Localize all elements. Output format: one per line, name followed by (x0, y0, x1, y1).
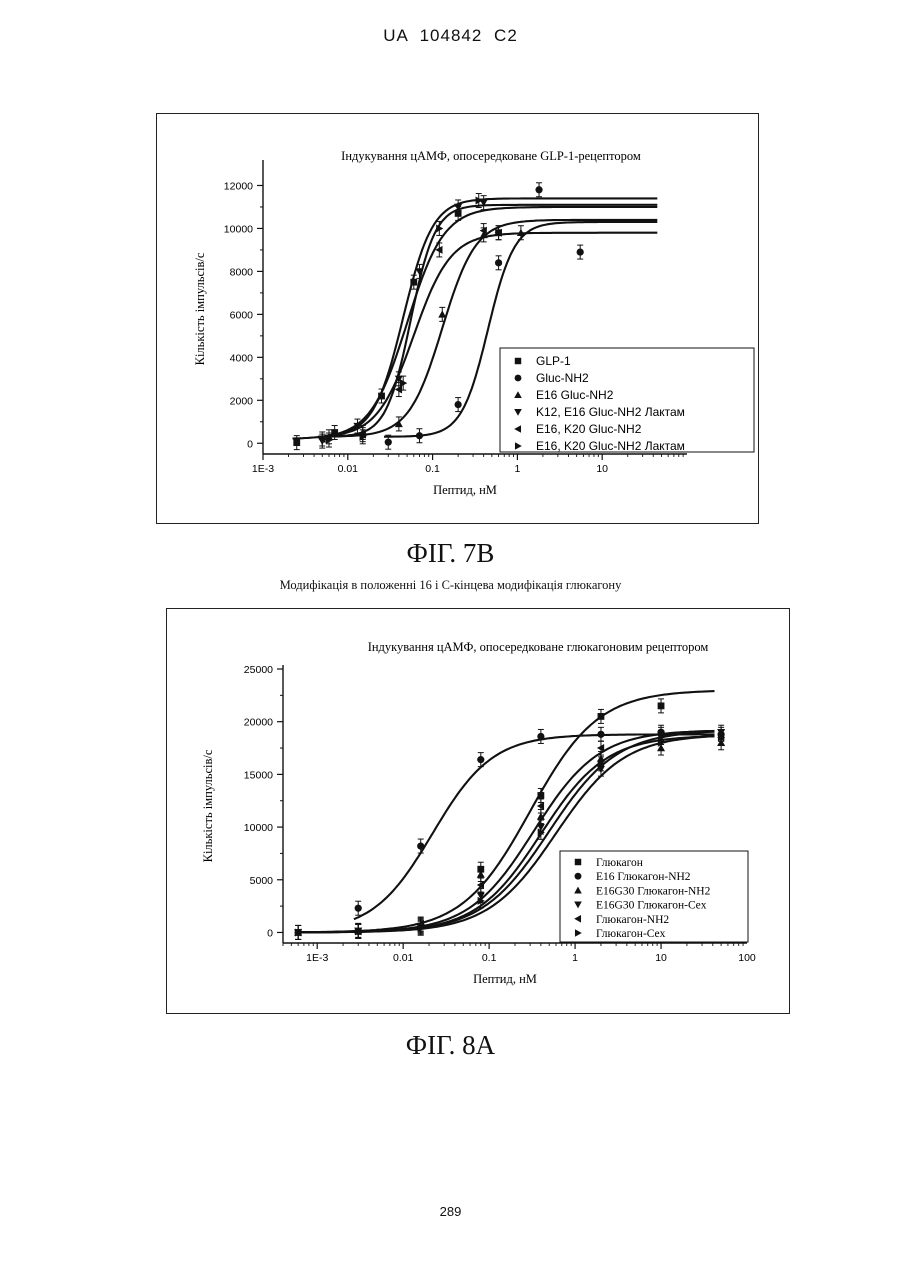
figure-7b-panel: Індукування цАМФ, опосередковане GLP-1-р… (156, 113, 759, 524)
chart-title: Індукування цАМФ, опосередковане глюкаго… (368, 640, 709, 654)
y-tick-label: 5000 (250, 875, 274, 887)
y-tick-label: 8000 (230, 266, 254, 278)
y-tick-label: 10000 (224, 223, 253, 235)
x-tick-label: 1E-3 (252, 463, 274, 475)
figure-8a-caption: ФІГ. 8А (0, 1030, 901, 1061)
x-tick-label: 100 (738, 952, 756, 964)
data-point (577, 248, 584, 255)
page-header: UA 104842 C2 (0, 26, 901, 46)
x-tick-label: 1E-3 (306, 952, 328, 964)
data-point (535, 186, 542, 193)
y-tick-label: 15000 (244, 769, 273, 781)
data-point (410, 279, 417, 286)
legend-entry: E16G30 Глюкагон-Cex (596, 900, 707, 912)
x-axis-label: Пептид, нМ (473, 972, 537, 986)
x-tick-label: 10 (655, 952, 667, 964)
legend-entry: Глюкагон-Cex (596, 928, 666, 940)
data-point (495, 259, 502, 266)
legend-marker (515, 358, 521, 364)
legend-entry: GLP-1 (536, 354, 571, 368)
x-axis-label: Пептид, нМ (433, 483, 497, 497)
figure-8a-heading: Модифікація в положенні 16 і С-кінцева м… (0, 578, 901, 593)
data-point (385, 439, 392, 446)
y-tick-label: 20000 (244, 717, 273, 729)
y-tick-label: 2000 (230, 395, 254, 407)
y-axis-label: Кількість імпульсів/с (193, 252, 207, 365)
data-point (416, 432, 423, 439)
legend-marker (515, 375, 522, 382)
data-point (597, 731, 604, 738)
legend-entry: E16, K20 Gluc-NH2 Лактам (536, 439, 685, 453)
data-point (378, 393, 385, 400)
data-point (537, 792, 544, 799)
figure-8a-panel: Індукування цАМФ, опосередковане глюкаго… (166, 608, 790, 1014)
legend-entry: Gluc-NH2 (536, 371, 589, 385)
data-point (331, 429, 338, 436)
y-tick-label: 6000 (230, 309, 254, 321)
figure-7b-caption: ФІГ. 7В (0, 538, 901, 569)
data-point (537, 733, 544, 740)
data-point (293, 439, 300, 446)
y-tick-label: 0 (267, 927, 273, 939)
legend-entry: E16G30 Глюкагон-NH2 (596, 885, 711, 897)
data-point (455, 401, 462, 408)
figure-8a-chart: Індукування цАМФ, опосередковане глюкаго… (167, 609, 791, 1015)
y-tick-label: 0 (247, 438, 253, 450)
y-tick-label: 12000 (224, 180, 253, 192)
data-point (477, 756, 484, 763)
data-point (598, 713, 605, 720)
y-axis-label: Кількість імпульсів/с (201, 749, 215, 862)
chart-title: Індукування цАМФ, опосередковане GLP-1-р… (341, 149, 641, 163)
y-tick-label: 25000 (244, 664, 273, 676)
data-point (417, 842, 424, 849)
x-tick-label: 0.01 (393, 952, 414, 964)
legend-marker (575, 859, 581, 865)
x-tick-label: 0.01 (338, 463, 359, 475)
legend-entry: Глюкагон (596, 857, 643, 869)
x-tick-label: 0.1 (425, 463, 440, 475)
y-tick-label: 4000 (230, 352, 254, 364)
legend-entry: Глюкагон-NH2 (596, 914, 669, 926)
legend-entry: E16 Gluc-NH2 (536, 388, 614, 402)
data-point (658, 702, 665, 709)
x-tick-label: 10 (596, 463, 608, 475)
figure-7b-chart: Індукування цАМФ, опосередковане GLP-1-р… (157, 114, 760, 525)
data-point (438, 310, 446, 317)
x-tick-label: 0.1 (482, 952, 497, 964)
page-number: 289 (0, 1204, 901, 1219)
y-tick-label: 10000 (244, 822, 273, 834)
x-tick-label: 1 (514, 463, 520, 475)
legend-marker (575, 873, 582, 880)
legend-entry: E16 Глюкагон-NH2 (596, 871, 691, 883)
x-tick-label: 1 (572, 952, 578, 964)
legend-entry: E16, K20 Gluc-NH2 (536, 422, 642, 436)
legend-entry: K12, E16 Gluc-NH2 Лактам (536, 405, 685, 419)
data-point (355, 905, 362, 912)
